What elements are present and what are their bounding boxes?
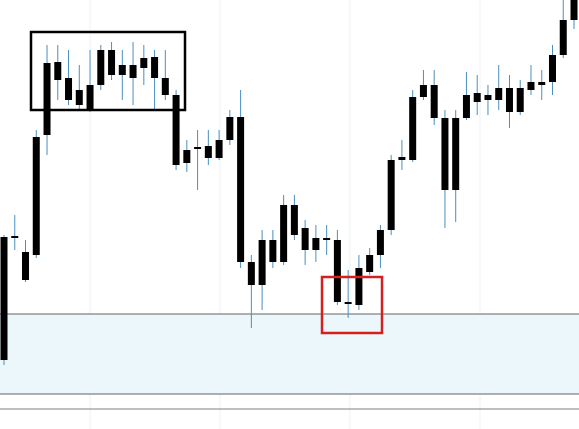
candle-body [151,57,159,78]
candle-body [484,95,492,100]
candle-body [258,240,266,285]
candle-body [366,255,374,272]
candle-body [527,82,535,90]
candle-body [441,118,449,190]
candle-body [226,117,234,140]
candle-body [237,117,245,262]
candle-body [559,20,567,55]
candles [0,0,578,365]
candle-body [194,147,202,149]
candle-body [344,302,352,304]
candle-body [473,93,481,102]
candle-body [54,62,62,80]
candle-body [140,58,148,68]
candle-body [32,137,40,255]
candle-body [215,140,223,158]
candle-body [548,55,556,82]
candle-body [430,85,438,118]
highlight-box [320,275,384,335]
candle-body [269,240,277,262]
candle-body [387,160,395,230]
candle-body [333,240,341,302]
candle-body [172,95,180,165]
candle-body [43,63,51,135]
candle-body [129,65,137,78]
candle-body [118,65,126,75]
candle-body [247,262,255,285]
candle-body [280,205,288,262]
candle-body [538,82,546,85]
candle-body [355,268,363,305]
candle-body [183,150,191,163]
candle-body [86,85,94,110]
candle-body [97,50,105,85]
candle-body [570,0,578,20]
candle-body [409,97,417,160]
candle-body [108,50,116,75]
highlight-box [29,30,187,112]
candle-body [11,236,19,238]
candle-body [65,78,73,100]
candle-body [495,88,503,100]
zone [0,314,579,394]
candle-body [462,95,470,118]
candle-body [452,118,460,190]
candle-body [505,88,513,112]
candle-body [301,228,309,250]
candle-body [323,238,331,240]
candle-body [22,252,30,280]
candle-body [204,146,212,158]
candle-body [398,157,406,160]
candle-body [516,88,524,112]
candle-body [0,237,8,360]
candle-body [312,238,320,250]
candle-body [419,85,427,97]
candle-body [376,230,384,255]
candle-body [75,90,83,105]
candle-body [290,205,298,235]
candle-body [161,78,169,95]
